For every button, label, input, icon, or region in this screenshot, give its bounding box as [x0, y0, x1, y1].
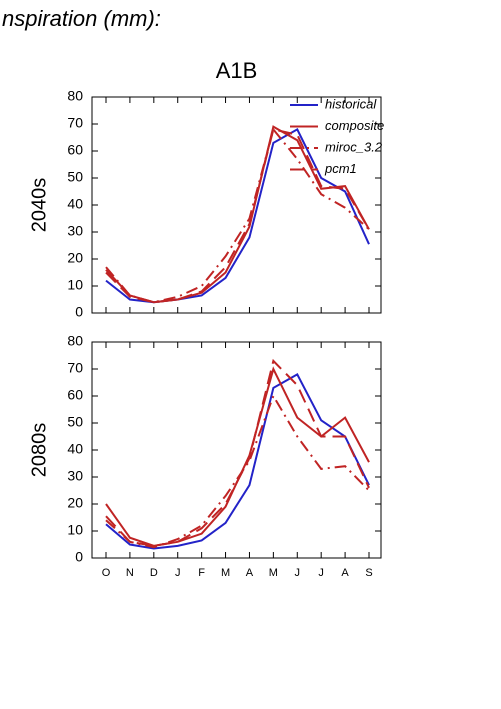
- chart-title: A1B: [216, 58, 258, 83]
- y-tick-label: 40: [67, 196, 83, 212]
- y-tick-label: 50: [67, 169, 83, 185]
- legend-label: composite: [325, 118, 384, 133]
- y-tick-label: 30: [67, 223, 83, 239]
- y-tick-label: 80: [67, 88, 83, 104]
- y-tick-label: 40: [67, 441, 83, 457]
- y-tick-label: 60: [67, 387, 83, 403]
- legend-label: historical: [325, 96, 377, 111]
- plot-frame: [91, 341, 382, 559]
- x-tick-label: J: [175, 567, 181, 579]
- x-tick-label: M: [269, 567, 278, 579]
- y-tick-label: 30: [67, 468, 83, 484]
- series-line: [105, 373, 370, 550]
- x-tick-label: A: [341, 567, 349, 579]
- y-tick-label: 80: [67, 333, 83, 349]
- y-tick-label: 0: [75, 549, 83, 565]
- y-tick-label: 50: [67, 414, 83, 430]
- series-line: [105, 128, 370, 304]
- y-tick-label: 70: [67, 115, 83, 131]
- y-tick-label: 20: [67, 495, 83, 511]
- x-tick-label: J: [318, 567, 324, 579]
- y-tick-label: 10: [67, 522, 83, 538]
- y-axis-label: 2080s: [28, 423, 50, 478]
- y-tick-label: 10: [67, 277, 83, 293]
- x-tick-label: A: [246, 567, 254, 579]
- series-line: [105, 358, 370, 547]
- series-line: [105, 366, 370, 547]
- x-tick-label: F: [198, 567, 205, 579]
- series-line: [105, 127, 370, 304]
- legend-label: pcm1: [324, 161, 357, 176]
- x-tick-label: D: [150, 567, 158, 579]
- legend-label: miroc_3.2: [325, 139, 383, 154]
- y-tick-label: 60: [67, 142, 83, 158]
- y-axis-label: 2040s: [28, 178, 50, 233]
- y-tick-label: 0: [75, 304, 83, 320]
- series-line: [105, 393, 370, 549]
- x-tick-label: J: [295, 567, 301, 579]
- x-tick-label: N: [126, 567, 134, 579]
- x-tick-label: M: [221, 567, 230, 579]
- y-tick-label: 20: [67, 250, 83, 266]
- y-tick-label: 70: [67, 360, 83, 376]
- series-line: [105, 128, 370, 304]
- x-tick-label: O: [102, 567, 111, 579]
- heading: nspiration (mm):: [2, 6, 161, 31]
- x-tick-label: S: [365, 567, 372, 579]
